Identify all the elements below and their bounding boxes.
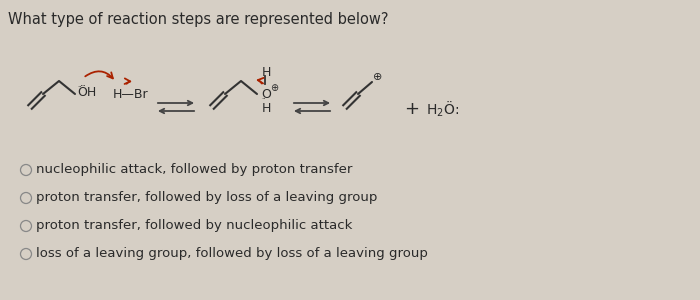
Text: loss of a leaving group, followed by loss of a leaving group: loss of a leaving group, followed by los…	[36, 248, 428, 260]
Text: H: H	[262, 101, 272, 115]
Text: nucleophilic attack, followed by proton transfer: nucleophilic attack, followed by proton …	[36, 164, 352, 176]
Text: ⊕: ⊕	[270, 83, 278, 93]
Text: H$_2$Ö:: H$_2$Ö:	[426, 99, 459, 119]
Text: proton transfer, followed by nucleophilic attack: proton transfer, followed by nucleophili…	[36, 220, 352, 232]
Text: ··: ··	[261, 96, 265, 102]
Text: What type of reaction steps are represented below?: What type of reaction steps are represen…	[8, 12, 388, 27]
Text: H: H	[262, 65, 272, 79]
Text: ··: ··	[77, 84, 81, 90]
Text: O: O	[261, 88, 271, 100]
Text: ⊕: ⊕	[373, 72, 382, 82]
Text: ÖH: ÖH	[77, 86, 97, 100]
Text: proton transfer, followed by loss of a leaving group: proton transfer, followed by loss of a l…	[36, 191, 377, 205]
Text: H—Br: H—Br	[113, 88, 148, 100]
Text: +: +	[404, 100, 419, 118]
